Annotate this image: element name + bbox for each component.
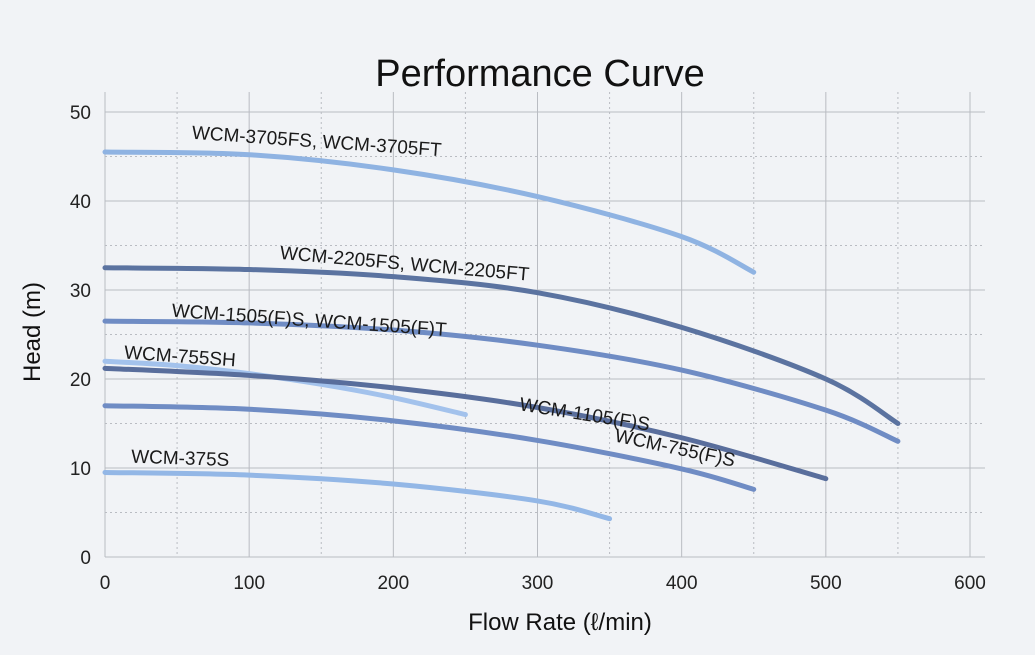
series-line — [102, 469, 613, 522]
series-label: WCM-755SH — [123, 343, 236, 372]
x-tick-label: 300 — [522, 573, 554, 594]
series-line — [102, 403, 757, 492]
series-line — [102, 365, 829, 482]
y-tick-label: 20 — [70, 370, 91, 391]
y-tick-label: 30 — [70, 281, 91, 302]
x-tick-label: 0 — [100, 573, 111, 594]
series-line — [102, 318, 901, 444]
chart-title: Performance Curve — [375, 53, 704, 95]
tick-labels: 0 100 200 300 400 500 600 0 10 20 30 40 50 — [70, 103, 986, 594]
grid — [104, 92, 985, 558]
y-axis-title: Head (m) — [19, 282, 46, 382]
x-tick-label: 600 — [954, 573, 986, 594]
x-tick-label: 500 — [810, 573, 842, 594]
y-tick-label: 0 — [80, 548, 91, 569]
y-tick-label: 50 — [70, 103, 91, 124]
x-axis-title: Flow Rate (ℓ/min) — [468, 609, 652, 636]
y-tick-label: 10 — [70, 459, 91, 480]
series-line — [102, 149, 757, 275]
x-tick-label: 200 — [377, 573, 409, 594]
series-lines — [102, 149, 901, 522]
series-label: WCM-1505(F)S, WCM-1505(F)T — [171, 301, 448, 341]
series-label: WCM-375S — [131, 447, 230, 471]
x-tick-label: 400 — [666, 573, 698, 594]
series-line — [102, 265, 901, 426]
x-tick-label: 100 — [233, 573, 265, 594]
y-tick-label: 40 — [70, 192, 91, 213]
series-label: WCM-755(F)S — [613, 426, 737, 472]
